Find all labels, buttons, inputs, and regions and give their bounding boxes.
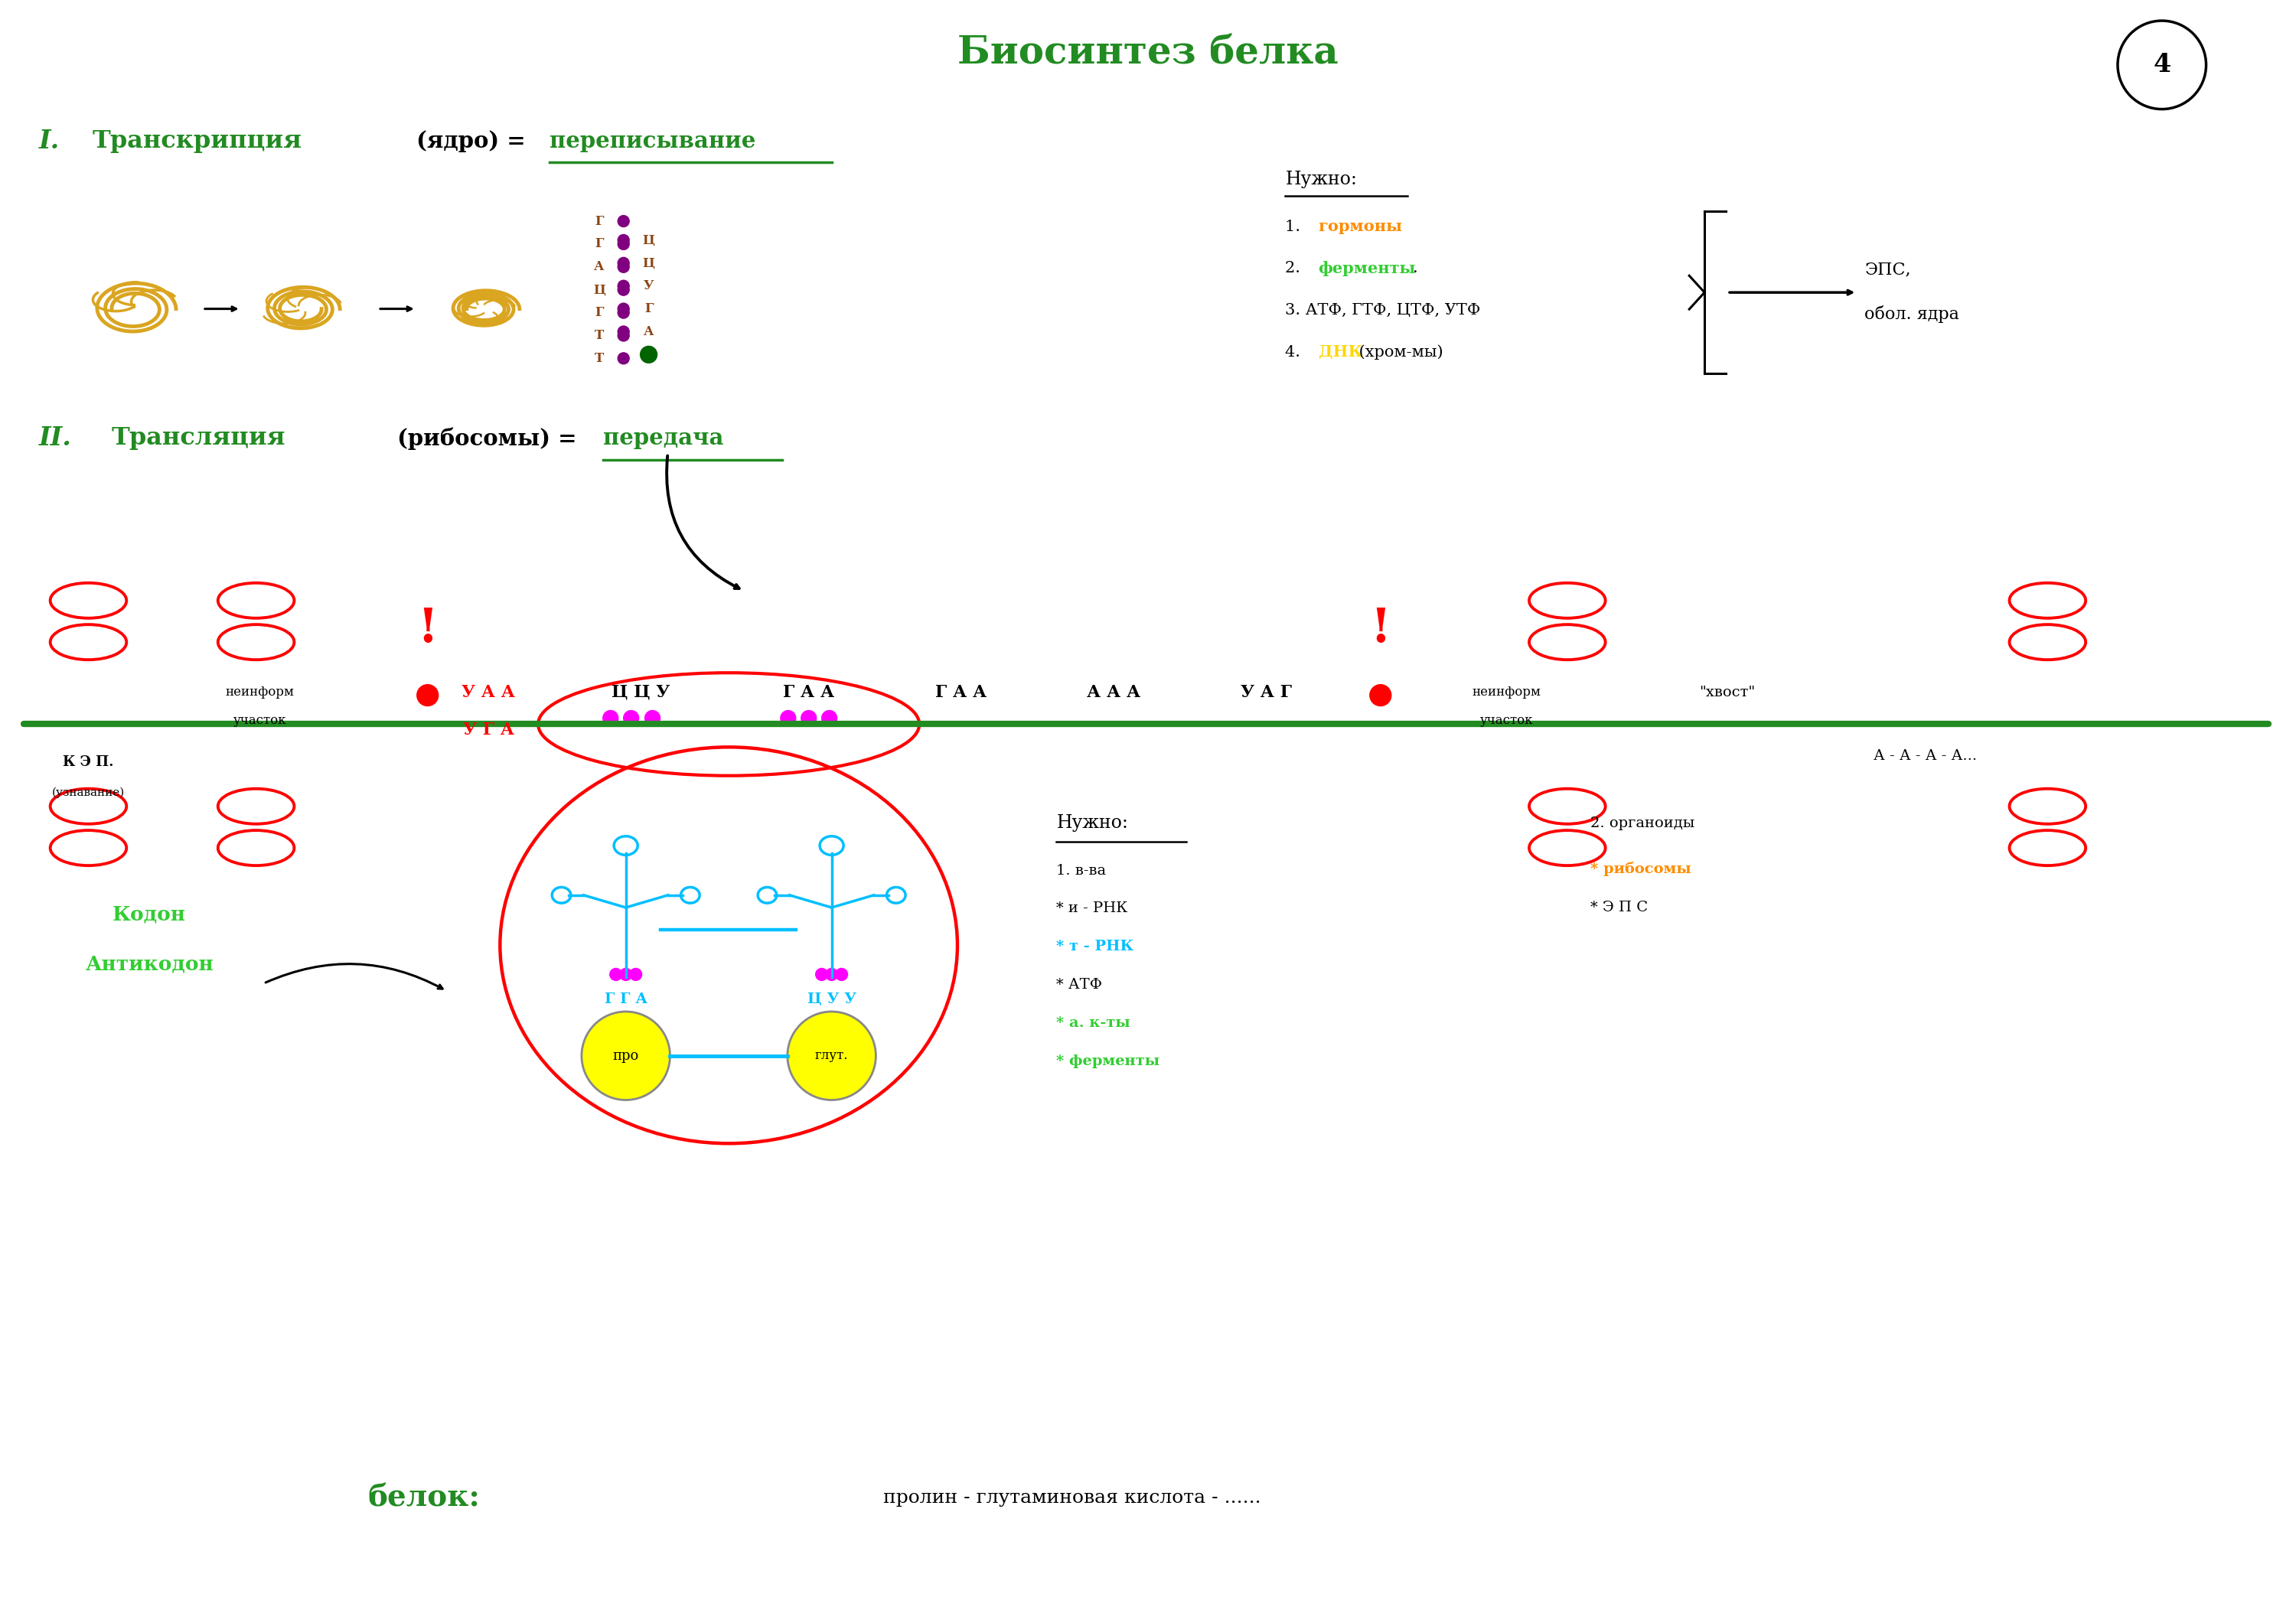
Text: (ядро) =: (ядро) = [409,130,533,153]
Circle shape [618,281,629,292]
Circle shape [620,969,631,980]
Circle shape [618,261,629,273]
Text: Г: Г [595,307,604,320]
Circle shape [827,969,838,980]
Text: Биосинтез белка: Биосинтез белка [957,34,1339,73]
Circle shape [618,239,629,250]
Circle shape [822,711,838,725]
Circle shape [618,352,629,364]
Text: А А А: А А А [1086,683,1141,701]
Circle shape [618,284,629,295]
Text: А - А - А - А...: А - А - А - А... [1874,750,1977,763]
Text: Нужно:: Нужно: [1286,170,1357,188]
Circle shape [788,1011,875,1100]
Text: 4: 4 [2154,52,2170,78]
Text: 3. АТФ, ГТФ, ЦТФ, УТФ: 3. АТФ, ГТФ, ЦТФ, УТФ [1286,304,1481,318]
Text: * Э П С: * Э П С [1591,901,1649,914]
Circle shape [618,258,629,269]
Text: про: про [613,1048,638,1063]
Circle shape [618,234,629,247]
Text: 1.: 1. [1286,219,1306,234]
Circle shape [781,711,797,725]
Circle shape [418,685,439,706]
Text: глут.: глут. [815,1050,847,1063]
Circle shape [618,304,629,315]
Text: У: У [643,279,654,292]
Circle shape [618,329,629,341]
Text: * и - РНК: * и - РНК [1056,902,1127,915]
Text: Т: Т [595,329,604,342]
Text: Ц: Ц [643,234,654,247]
Text: I.: I. [39,128,60,154]
Circle shape [581,1011,670,1100]
Text: переписывание: переписывание [549,130,755,153]
Circle shape [629,969,643,980]
Text: (рибосомы) =: (рибосомы) = [390,427,585,450]
Text: К Э П.: К Э П. [62,755,115,769]
Text: Нужно:: Нужно: [1056,815,1127,833]
Text: 2.: 2. [1286,261,1306,276]
Text: Г: Г [645,302,652,315]
Text: Ц У У: Ц У У [808,992,856,1006]
Text: !: ! [418,605,439,652]
Text: пролин - глутаминовая кислота - ......: пролин - глутаминовая кислота - ...... [884,1488,1261,1506]
Circle shape [801,711,817,725]
Text: * рибосомы: * рибосомы [1591,862,1692,876]
Text: белок:: белок: [367,1483,480,1513]
Circle shape [641,346,657,364]
Circle shape [625,711,638,725]
Text: * ферменты: * ферменты [1056,1055,1159,1068]
Text: Транскрипция: Транскрипция [92,130,301,153]
Text: "хвост": "хвост" [1699,685,1756,700]
Text: ДНК: ДНК [1318,344,1362,360]
Text: У А А: У А А [461,683,514,701]
Text: участок: участок [1479,714,1534,727]
Circle shape [618,216,629,227]
Circle shape [1371,685,1391,706]
Text: 2. органоиды: 2. органоиды [1591,816,1694,831]
Text: Трансляция: Трансляция [110,427,285,450]
Text: участок: участок [234,714,287,727]
Circle shape [618,307,629,318]
Text: А: А [595,260,604,273]
Circle shape [645,711,661,725]
Text: .: . [1412,261,1419,276]
Text: Г А А: Г А А [783,683,833,701]
Text: неинформ: неинформ [225,685,294,700]
Text: неинформ: неинформ [1472,685,1541,700]
Text: передача: передача [604,427,723,450]
Circle shape [815,969,829,980]
Text: Ц: Ц [592,284,606,297]
Circle shape [618,326,629,338]
Circle shape [611,969,622,980]
Text: ЭПС,: ЭПС, [1864,261,1910,278]
Circle shape [836,969,847,980]
Text: Г Г А: Г Г А [604,992,647,1006]
Text: * а. к-ты: * а. к-ты [1056,1016,1130,1031]
Text: обол. ядра: обол. ядра [1864,305,1958,323]
Circle shape [604,711,618,725]
Text: А: А [643,325,654,338]
Text: Ц Ц У: Ц Ц У [611,683,670,701]
Text: * т - РНК: * т - РНК [1056,940,1134,954]
Text: 1. в-ва: 1. в-ва [1056,863,1107,878]
Text: Ц: Ц [643,256,654,269]
Text: !: ! [1371,605,1391,652]
Text: гормоны: гормоны [1318,219,1403,234]
Text: (хром-мы): (хром-мы) [1355,344,1444,360]
Text: ферменты: ферменты [1318,261,1417,276]
Text: Г А А: Г А А [934,683,987,701]
Text: У Г А: У Г А [464,722,514,738]
Text: (узнавание): (узнавание) [53,787,124,799]
Text: Кодон: Кодон [113,906,186,925]
Text: 4.: 4. [1286,346,1306,360]
Text: * АТФ: * АТФ [1056,979,1102,992]
Text: Т: Т [595,352,604,365]
Text: II.: II. [39,425,71,451]
Text: Г: Г [595,214,604,227]
Text: Г: Г [595,237,604,250]
Text: Антикодон: Антикодон [85,954,214,974]
Text: У А Г: У А Г [1240,683,1293,701]
